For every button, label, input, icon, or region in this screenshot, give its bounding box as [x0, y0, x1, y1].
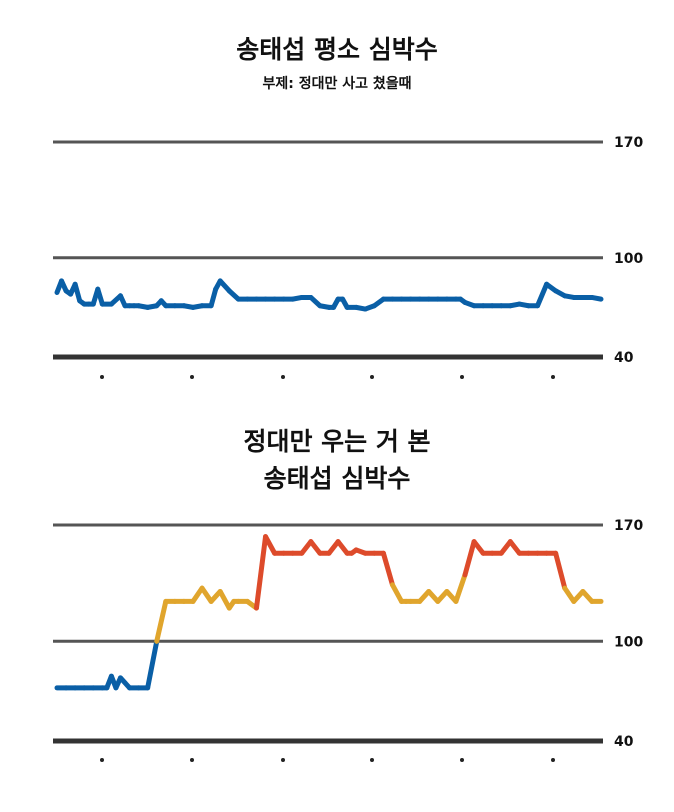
- chart2-xtick-dot: [100, 758, 104, 762]
- chart1-ytick-label: 40: [614, 350, 634, 366]
- chart2-series-segment: [389, 582, 405, 604]
- chart2-xtick-dot: [460, 758, 464, 762]
- chart2-series-segment: [380, 550, 395, 588]
- chart2-ytick-label: 170: [614, 518, 643, 534]
- chart2-ytick-label: 40: [614, 734, 634, 750]
- chart2-title-line1: 정대만 우는 거 본: [243, 427, 431, 456]
- chart2-xtick-dot: [370, 758, 374, 762]
- chart2-series-segment: [462, 539, 477, 578]
- chart2-title-line2: 송태섭 심박수: [263, 464, 411, 493]
- chart2-series-segment: [217, 588, 232, 611]
- chart1-ytick-label: 100: [614, 251, 643, 267]
- chart1-xtick-dot: [460, 375, 464, 379]
- chart2-series-segment: [453, 572, 468, 604]
- chart2-series-segment: [263, 534, 278, 556]
- chart1-series-segment: [72, 281, 83, 304]
- chart2-xtick-dot: [190, 758, 194, 762]
- chart1-xtick-dot: [551, 375, 555, 379]
- chart1-series-segment: [535, 281, 550, 309]
- chart1-xtick-dot: [370, 375, 374, 379]
- chart2-series-segment: [154, 598, 169, 644]
- chart2-series-segment: [199, 585, 214, 604]
- chart1-ytick-label: 170: [614, 135, 643, 151]
- chart2-series-segment: [145, 638, 160, 691]
- chart2-series-segment: [562, 585, 577, 604]
- chart2-series-segment: [253, 534, 269, 611]
- chart1-xtick-dot: [100, 375, 104, 379]
- chart1-xtick-dot: [190, 375, 194, 379]
- chart1-series-segment: [589, 294, 604, 302]
- chart2-ytick-label: 100: [614, 634, 643, 650]
- chart2-xtick-dot: [281, 758, 285, 762]
- chart1-series-segment: [208, 286, 219, 309]
- chart2-series-segment: [553, 550, 568, 591]
- chart1-title: 송태섭 평소 심박수: [236, 35, 438, 64]
- chart2-xtick-dot: [551, 758, 555, 762]
- chart1-xtick-dot: [281, 375, 285, 379]
- chart1-subtitle: 부제: 정대만 사고 쳤을때: [262, 76, 412, 92]
- chart1-series-segment: [95, 286, 105, 307]
